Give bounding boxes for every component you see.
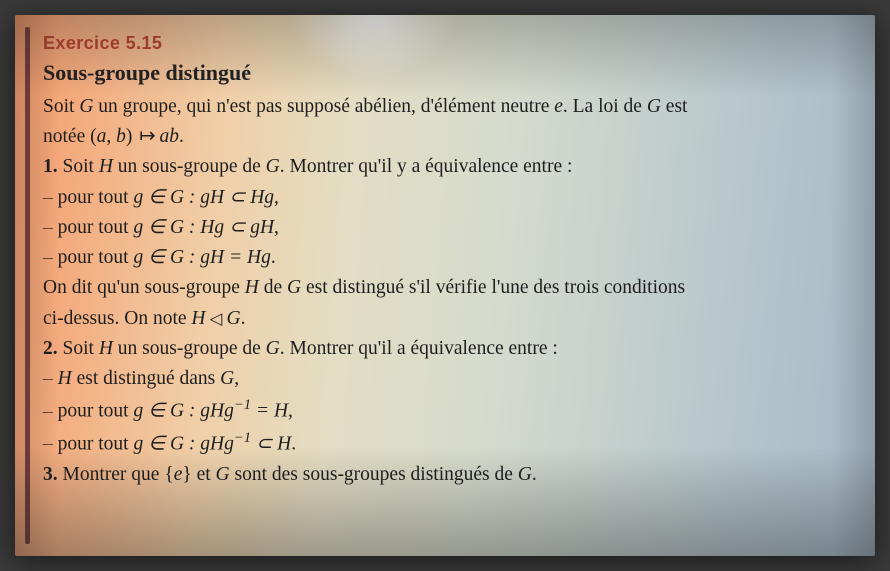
q-number: 2. <box>43 338 58 359</box>
math: = H <box>251 401 288 422</box>
mapsto-icon <box>137 122 154 152</box>
text: , <box>274 187 279 208</box>
text: un groupe, qui n'est pas supposé abélien… <box>93 96 554 117</box>
exp: −1 <box>234 430 251 446</box>
bullet-2-3: pour tout g ∈ G : gHg−1 ⊂ H. <box>43 427 853 460</box>
math: g ∈ G : gHg <box>133 433 233 454</box>
text: , <box>274 217 279 238</box>
definition-line-2: ci-dessus. On note H ◁ G. <box>43 304 853 334</box>
text: On dit qu'un sous-groupe <box>43 277 245 298</box>
text: ) <box>126 126 137 147</box>
text: est distingué s'il vérifie l'une des tro… <box>301 277 685 298</box>
text: pour tout <box>58 247 134 268</box>
question-3: 3. Montrer que {e} et G sont des sous-gr… <box>43 460 853 490</box>
text: pour tout <box>58 433 134 454</box>
var-H: H <box>99 338 113 359</box>
question-2: 2. Soit H un sous-groupe de G. Montrer q… <box>43 334 853 364</box>
text: un sous-groupe de <box>113 338 266 359</box>
text: est distingué dans <box>72 368 220 389</box>
bullet-2-1: H est distingué dans G, <box>43 364 853 394</box>
text: pour tout <box>58 187 134 208</box>
text: , <box>234 368 239 389</box>
q-number: 3. <box>43 464 58 485</box>
text: . Montrer qu'il y a équivalence entre : <box>280 156 573 177</box>
var-H: H <box>99 156 113 177</box>
text: . <box>271 247 276 268</box>
text: de <box>259 277 287 298</box>
intro-line-1: Soit G un groupe, qui n'est pas supposé … <box>43 92 853 122</box>
bullet-2: pour tout g ∈ G : Hg ⊂ gH, <box>43 213 853 243</box>
math: g ∈ G : Hg ⊂ gH <box>133 217 274 238</box>
var-G: G <box>266 338 280 359</box>
text: sont des sous-groupes distingués de <box>230 464 518 485</box>
exercise-page: Exercice 5.15 Sous-groupe distingué Soit… <box>15 15 875 556</box>
bullet-3: pour tout g ∈ G : gH = Hg. <box>43 243 853 273</box>
exercise-title: Sous-groupe distingué <box>43 60 853 86</box>
var-H: H <box>191 308 205 329</box>
var-ab: ab <box>159 126 179 147</box>
var-G: G <box>287 277 301 298</box>
var-G: G <box>266 156 280 177</box>
text: pour tout <box>58 217 134 238</box>
var-G: G <box>79 96 93 117</box>
math: g ∈ G : gHg <box>133 401 233 422</box>
var-H: H <box>58 368 72 389</box>
text: . <box>241 308 246 329</box>
var-a: a <box>97 126 107 147</box>
definition-line-1: On dit qu'un sous-groupe H de G est dist… <box>43 273 853 303</box>
text: notée ( <box>43 126 97 147</box>
text: . <box>291 433 296 454</box>
q-number: 1. <box>43 156 58 177</box>
text: Soit <box>43 96 79 117</box>
text: ci-dessus. On note <box>43 308 191 329</box>
intro-line-2: notée (a, b) ab. <box>43 122 853 152</box>
text: Soit <box>58 156 99 177</box>
text: et <box>192 464 216 485</box>
bullet-1: pour tout g ∈ G : gH ⊂ Hg, <box>43 183 853 213</box>
text: . <box>179 126 184 147</box>
text: . <box>532 464 537 485</box>
brace-open: { <box>164 464 173 485</box>
bullet-2-2: pour tout g ∈ G : gHg−1 = H, <box>43 394 853 427</box>
var-G: G <box>518 464 532 485</box>
text: Montrer que <box>58 464 165 485</box>
text: , <box>106 126 116 147</box>
text: . Montrer qu'il a équivalence entre : <box>280 338 558 359</box>
math: ⊂ H <box>251 433 291 454</box>
text: pour tout <box>58 401 134 422</box>
text: un sous-groupe de <box>113 156 266 177</box>
var-e: e <box>554 96 563 117</box>
text: est <box>661 96 688 117</box>
exp: −1 <box>234 397 251 413</box>
var-G: G <box>647 96 661 117</box>
math: g ∈ G : gH ⊂ Hg <box>133 187 274 208</box>
normal-subgroup-icon: ◁ <box>206 309 227 328</box>
text: , <box>288 401 293 422</box>
var-b: b <box>116 126 126 147</box>
text: Soit <box>58 338 99 359</box>
math: g ∈ G : gH = Hg <box>133 247 270 268</box>
var-H: H <box>245 277 259 298</box>
question-1: 1. Soit H un sous-groupe de G. Montrer q… <box>43 152 853 182</box>
text: . La loi de <box>563 96 647 117</box>
var-G: G <box>216 464 230 485</box>
var-G: G <box>227 308 241 329</box>
var-G: G <box>220 368 234 389</box>
exercise-number: Exercice 5.15 <box>43 33 853 54</box>
brace-close: } <box>182 464 191 485</box>
